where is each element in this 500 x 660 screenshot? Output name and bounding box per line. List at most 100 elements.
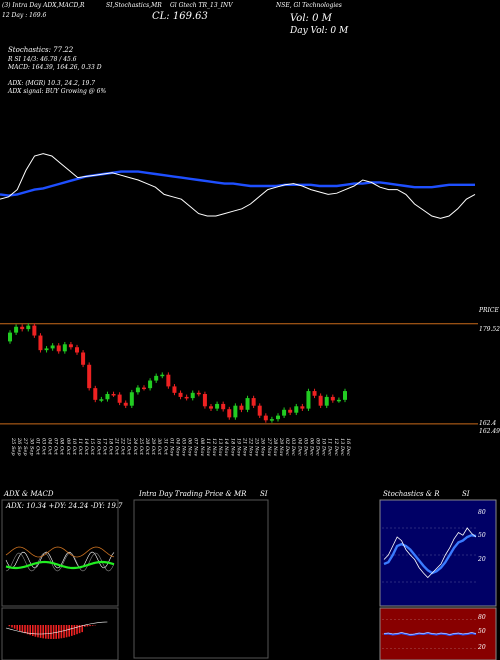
candle-body	[14, 326, 19, 333]
macd-bar	[60, 625, 63, 639]
date-label: 04 Oct	[47, 438, 53, 456]
date-label: 25 Nov	[254, 437, 260, 456]
date-label: 18 Nov	[229, 438, 235, 456]
date-label: 12 Dec	[333, 438, 339, 456]
header-close-price: CL: 169.63	[152, 11, 208, 22]
date-label: 31 Oct	[162, 438, 168, 456]
date-label: 09 Dec	[315, 438, 321, 456]
date-label: 15 Oct	[89, 438, 95, 456]
candle-body	[93, 388, 98, 400]
date-label: 22 Nov	[248, 437, 254, 456]
date-label: 23 Oct	[126, 437, 132, 456]
si-tick-80: 80	[478, 614, 486, 621]
date-label: 06 Nov	[187, 438, 193, 456]
candle-body	[56, 345, 61, 352]
intra-panel-si: SI	[260, 490, 268, 498]
date-label: 26 Nov	[260, 437, 266, 456]
date-label: 28 Oct	[144, 437, 150, 456]
stochastic-lines	[382, 527, 477, 583]
header-indicator-list: (3) Intra Day ADX,MACD,R	[2, 2, 85, 9]
stoch-tick-20: 20	[478, 556, 486, 563]
header-day-price: 12 Day : 169.6	[2, 12, 47, 19]
si-tick-20: 20	[478, 644, 486, 651]
date-label: 11 Dec	[327, 438, 333, 456]
date-label: 05 Dec	[302, 438, 308, 456]
candle-body	[44, 348, 49, 351]
stochastic-k-line	[383, 527, 477, 579]
date-label: 14 Oct	[83, 438, 89, 456]
candle-body	[129, 392, 134, 406]
candle-body	[190, 392, 195, 399]
candle-body	[245, 398, 250, 410]
date-label: 29 Oct	[150, 437, 156, 456]
date-label: 16 Dec	[345, 438, 351, 456]
candle-body	[166, 374, 171, 387]
date-label: 01 Nov	[168, 438, 174, 456]
stochastics-readout: Stochastics: 77.22	[8, 46, 74, 54]
macd-bar	[21, 625, 24, 633]
date-label: 10 Oct	[71, 438, 77, 456]
macd-bar	[63, 625, 65, 638]
date-axis: 25 Sep 26 Sep 27 Sep 30 Sep 01 Oct 03 Oct 04 O…	[10, 437, 351, 456]
macd-bar	[86, 625, 89, 627]
date-label: 08 Oct	[59, 438, 65, 456]
macd-bars	[5, 621, 108, 639]
macd-bar	[58, 625, 60, 639]
intra-panel-title: Intra Day Trading Price & MR	[139, 490, 247, 498]
candle-body	[257, 405, 262, 416]
macd-bar	[45, 625, 47, 639]
candle-body	[75, 347, 79, 353]
price-axis-title: PRICE	[479, 307, 499, 314]
macd-bar	[52, 625, 55, 639]
candle-body	[8, 332, 12, 342]
candle-body	[300, 406, 305, 409]
candle-body	[324, 396, 329, 406]
date-label: 03 Dec	[290, 438, 296, 456]
candle-body	[202, 394, 207, 407]
header-day-volume: Day Vol: 0 M	[290, 26, 349, 36]
stoch-panel-title: Stochastics & R	[383, 490, 440, 498]
adx-panel	[1, 499, 119, 607]
si-blue-line	[383, 632, 477, 636]
adx-di-plus-line	[5, 551, 115, 569]
candle-body	[105, 394, 110, 400]
date-label: 25 Oct	[138, 437, 144, 456]
si-lines	[382, 619, 477, 649]
date-label: 26 Sep	[16, 437, 22, 456]
macd-bar	[13, 625, 16, 629]
macd-bar	[8, 625, 11, 627]
date-label: 08 Nov	[199, 438, 205, 456]
candle-body	[288, 409, 293, 413]
date-label: 01 Oct	[34, 438, 40, 456]
date-label: 16 Oct	[95, 438, 101, 456]
adx-main-line	[5, 560, 115, 570]
candle-body	[336, 399, 341, 402]
macd-bar	[68, 625, 70, 637]
date-label: 04 Nov	[174, 438, 180, 456]
candle-body	[172, 386, 177, 393]
date-label: 19 Nov	[235, 438, 241, 456]
date-label: 02 Dec	[284, 438, 290, 456]
date-label: 18 Oct	[107, 438, 113, 456]
macd-readout: MACD: 164.39, 164.26, 0.33 D	[8, 64, 102, 71]
candle-body	[148, 380, 153, 389]
date-label: 11 Nov	[205, 438, 211, 456]
date-label: 06 Dec	[308, 438, 314, 456]
date-label: 27 Nov	[266, 437, 272, 456]
candle-body	[117, 394, 122, 403]
macd-bar	[71, 625, 73, 636]
candle-body	[38, 335, 43, 351]
macd-bar	[26, 625, 29, 635]
candle-body	[221, 403, 226, 410]
stoch-tick-80: 80	[478, 509, 486, 516]
adx-di-minus-line	[5, 552, 115, 572]
adx-panel-title: ADX & MACD	[4, 490, 54, 498]
candle-body	[68, 344, 73, 348]
si-white-line	[383, 632, 477, 635]
macd-bar	[47, 625, 50, 639]
candle-body	[209, 406, 213, 409]
macd-line	[5, 621, 108, 635]
date-label: 22 Oct	[120, 437, 126, 456]
date-label: 29 Nov	[278, 437, 284, 456]
candle-body	[32, 325, 37, 336]
